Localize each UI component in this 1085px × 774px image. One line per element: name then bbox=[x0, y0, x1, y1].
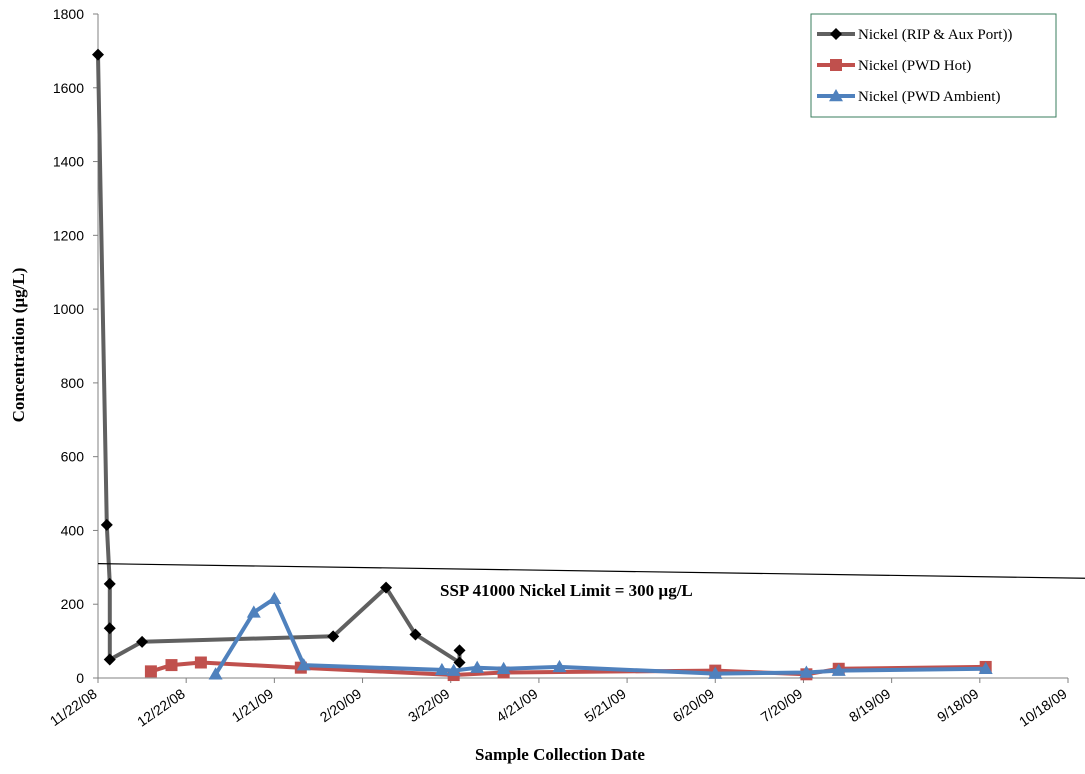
legend-label: Nickel (PWD Hot) bbox=[858, 58, 971, 74]
data-point bbox=[194, 656, 207, 669]
data-point bbox=[708, 666, 723, 679]
x-tick-label: 12/22/08 bbox=[134, 685, 188, 729]
y-tick-label: 1600 bbox=[53, 80, 84, 96]
series-group bbox=[92, 48, 993, 682]
data-point bbox=[103, 577, 116, 590]
legend-marker bbox=[829, 89, 843, 102]
data-point bbox=[100, 518, 113, 531]
series-nickel-pwd-ambient bbox=[208, 591, 993, 680]
data-point bbox=[92, 48, 104, 61]
data-point bbox=[552, 659, 567, 673]
legend-label: Nickel (RIP & Aux Port)) bbox=[858, 27, 1012, 43]
x-axis-title: Sample Collection Date bbox=[475, 745, 645, 764]
y-tick-label: 0 bbox=[76, 670, 84, 686]
limit-annotation: SSP 41000 Nickel Limit = 300 µg/L bbox=[440, 581, 693, 600]
x-tick-label: 9/18/09 bbox=[934, 685, 982, 725]
data-point bbox=[246, 605, 261, 618]
x-tick-label: 8/19/09 bbox=[846, 685, 894, 725]
data-point bbox=[267, 591, 282, 604]
legend-item: Nickel (PWD Ambient) bbox=[817, 89, 1000, 105]
data-point bbox=[144, 665, 157, 678]
data-point bbox=[799, 665, 814, 678]
x-tick-label: 6/20/09 bbox=[670, 685, 718, 725]
legend-item: Nickel (PWD Hot) bbox=[817, 58, 971, 74]
data-point bbox=[208, 667, 223, 680]
y-tick-label: 1400 bbox=[53, 154, 84, 170]
data-point bbox=[453, 644, 466, 657]
y-axis-title: Concentration (µg/L) bbox=[9, 268, 28, 423]
data-point bbox=[409, 628, 422, 641]
y-tick-label: 1200 bbox=[53, 227, 84, 243]
series-nickel-rip-aux bbox=[92, 48, 466, 669]
x-tick-label: 10/18/09 bbox=[1016, 685, 1070, 729]
data-point bbox=[978, 661, 993, 675]
x-tick-label: 7/20/09 bbox=[758, 685, 806, 725]
data-point bbox=[296, 658, 311, 671]
data-point bbox=[165, 659, 178, 672]
x-tick-label: 2/20/09 bbox=[317, 685, 365, 725]
data-point bbox=[470, 660, 485, 673]
data-point bbox=[103, 622, 116, 635]
x-tick-label: 5/21/09 bbox=[581, 685, 629, 725]
data-point bbox=[380, 581, 393, 594]
y-tick-label: 1000 bbox=[53, 301, 84, 317]
data-point bbox=[327, 630, 340, 643]
legend-label: Nickel (PWD Ambient) bbox=[858, 89, 1000, 105]
y-tick-label: 400 bbox=[61, 522, 85, 538]
x-tick-label: 3/22/09 bbox=[405, 685, 453, 725]
limit-line bbox=[97, 563, 1085, 579]
data-point bbox=[136, 635, 149, 648]
legend-marker bbox=[830, 28, 842, 40]
data-point bbox=[453, 656, 466, 669]
y-tick-label: 1800 bbox=[53, 6, 84, 22]
x-tick-label: 1/21/09 bbox=[229, 685, 277, 725]
y-tick-label: 200 bbox=[61, 596, 85, 612]
legend-marker bbox=[830, 59, 842, 71]
data-point bbox=[103, 653, 116, 666]
data-point bbox=[446, 663, 461, 676]
x-tick-label: 11/22/08 bbox=[47, 685, 100, 729]
series-line bbox=[96, 54, 462, 665]
data-point bbox=[434, 662, 449, 676]
legend: Nickel (RIP & Aux Port)) Nickel (PWD Hot)… bbox=[810, 13, 1057, 118]
y-tick-label: 600 bbox=[61, 449, 85, 465]
data-point bbox=[496, 661, 511, 675]
x-tick-label: 4/21/09 bbox=[493, 685, 541, 725]
y-tick-label: 800 bbox=[61, 375, 85, 391]
data-point bbox=[831, 663, 846, 676]
annotation-group: SSP 41000 Nickel Limit = 300 µg/L bbox=[97, 563, 1085, 600]
legend-item: Nickel (RIP & Aux Port)) bbox=[817, 27, 1012, 43]
